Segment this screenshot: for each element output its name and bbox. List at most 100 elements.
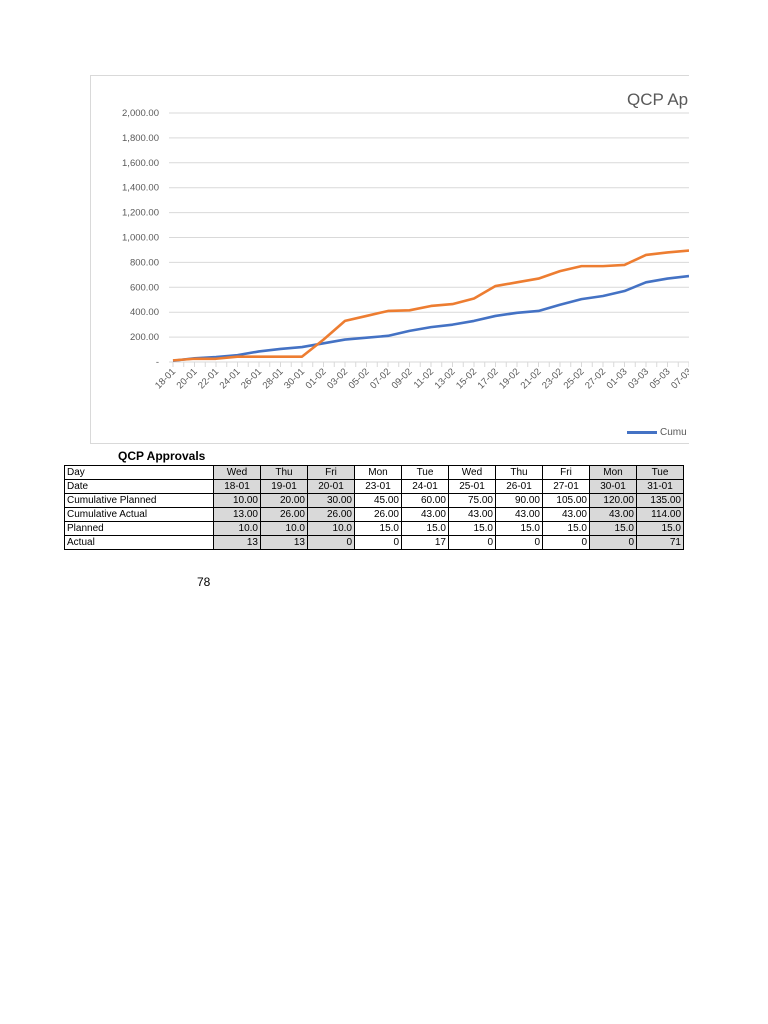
table-cell: 0 xyxy=(307,535,355,550)
x-tick-label: 03-03 xyxy=(626,366,651,391)
table-cell: Thu xyxy=(260,465,308,480)
table-cell: 15.0 xyxy=(495,521,543,536)
table-cell: 10.0 xyxy=(307,521,355,536)
table-cell: 0 xyxy=(589,535,637,550)
table-cell: 15.0 xyxy=(448,521,496,536)
y-tick-label: 2,000.00 xyxy=(122,108,159,119)
table-cell: 10.00 xyxy=(213,493,261,508)
x-tick-label: 17-02 xyxy=(476,366,501,391)
table-row: Date 18-01 19-01 20-01 23-01 24-01 25-01 26-01 2… xyxy=(64,479,684,494)
row-label: Cumulative Planned xyxy=(64,493,214,508)
table-cell: 10.0 xyxy=(213,521,261,536)
chart-legend: Cumu xyxy=(627,427,687,438)
table-cell: 75.00 xyxy=(448,493,496,508)
y-tick-label: 1,600.00 xyxy=(122,158,159,169)
page-number: 78 xyxy=(197,575,211,589)
table-cell: 114.00 xyxy=(636,507,684,522)
series-line-1 xyxy=(172,249,689,362)
table-cell: 10.0 xyxy=(260,521,308,536)
table-cell: 43.00 xyxy=(401,507,449,522)
table-cell: 15.0 xyxy=(401,521,449,536)
x-tick-label: 24-01 xyxy=(218,366,243,391)
table-cell: 26.00 xyxy=(260,507,308,522)
table-cell: 18-01 xyxy=(213,479,261,494)
table-row: Day Wed Thu Fri Mon Tue Wed Thu Fri Mon Tue xyxy=(64,465,684,480)
x-tick-label: 07-02 xyxy=(368,366,393,391)
table-cell: 30.00 xyxy=(307,493,355,508)
table-cell: 20.00 xyxy=(260,493,308,508)
x-tick-label: 20-01 xyxy=(175,366,200,391)
x-tick-label: 21-02 xyxy=(519,366,544,391)
table-cell: 15.0 xyxy=(589,521,637,536)
y-tick-label: 1,800.00 xyxy=(122,133,159,144)
y-tick-label: - xyxy=(156,357,159,368)
table-row: Actual 13 13 0 0 17 0 0 0 0 71 xyxy=(64,535,684,550)
x-tick-label: 26-01 xyxy=(239,366,264,391)
y-tick-label: 600.00 xyxy=(130,282,159,293)
x-tick-label: 15-02 xyxy=(454,366,479,391)
table-row: Cumulative Planned 10.00 20.00 30.00 45.00 60… xyxy=(64,493,684,508)
table-cell: 23-01 xyxy=(354,479,402,494)
y-tick-label: 1,400.00 xyxy=(122,183,159,194)
table-cell: 90.00 xyxy=(495,493,543,508)
line-chart: - 200.00 400.00 600.00 800.00 1,000.00 1,200.0… xyxy=(122,108,689,391)
table-cell: 17 xyxy=(401,535,449,550)
series-line-0 xyxy=(172,274,689,363)
x-tick-label: 03-02 xyxy=(325,366,350,391)
table-cell: 13.00 xyxy=(213,507,261,522)
table-cell: Wed xyxy=(448,465,496,480)
x-tick-label: 01-02 xyxy=(304,366,329,391)
table-cell: Mon xyxy=(354,465,402,480)
table-cell: 0 xyxy=(542,535,590,550)
table-cell: Tue xyxy=(401,465,449,480)
table-cell: Mon xyxy=(589,465,637,480)
row-label: Actual xyxy=(64,535,214,550)
x-tick-label: 25-02 xyxy=(562,366,587,391)
table-cell: 13 xyxy=(213,535,261,550)
x-tick-label: 19-02 xyxy=(497,366,522,391)
table-cell: 71 xyxy=(636,535,684,550)
table-cell: 43.00 xyxy=(495,507,543,522)
table-title: QCP Approvals xyxy=(118,449,206,463)
table-cell: 135.00 xyxy=(636,493,684,508)
x-tick-label: 23-02 xyxy=(540,366,565,391)
table-cell: 25-01 xyxy=(448,479,496,494)
x-tick-label: 27-02 xyxy=(583,366,608,391)
x-tick-label: 30-01 xyxy=(282,366,307,391)
legend-swatch xyxy=(627,431,657,434)
table-cell: 43.00 xyxy=(448,507,496,522)
table-cell: 30-01 xyxy=(589,479,637,494)
x-tick-label: 05-03 xyxy=(648,366,673,391)
legend-label: Cumu xyxy=(660,427,687,438)
y-tick-label: 800.00 xyxy=(130,257,159,268)
qcp-approvals-table: Day Wed Thu Fri Mon Tue Wed Thu Fri Mon Tue Date 18-… xyxy=(64,465,684,550)
table-cell: 43.00 xyxy=(542,507,590,522)
table-cell: 31-01 xyxy=(636,479,684,494)
row-label: Planned xyxy=(64,521,214,536)
table-cell: 0 xyxy=(354,535,402,550)
table-cell: 24-01 xyxy=(401,479,449,494)
table-cell: 0 xyxy=(448,535,496,550)
x-tick-label: 09-02 xyxy=(390,366,415,391)
row-label: Day xyxy=(64,465,214,480)
table-cell: Fri xyxy=(307,465,355,480)
table-cell: 60.00 xyxy=(401,493,449,508)
x-tick-label: 13-02 xyxy=(433,366,458,391)
table-cell: 0 xyxy=(495,535,543,550)
x-tick-label: 22-01 xyxy=(196,366,221,391)
row-label: Cumulative Actual xyxy=(64,507,214,522)
table-cell: 26-01 xyxy=(495,479,543,494)
table-cell: 15.0 xyxy=(542,521,590,536)
table-cell: 15.0 xyxy=(354,521,402,536)
table-cell: 19-01 xyxy=(260,479,308,494)
table-row: Planned 10.0 10.0 10.0 15.0 15.0 15.0 15.0 15.0 1… xyxy=(64,521,684,536)
y-tick-label: 400.00 xyxy=(130,307,159,318)
chart: - 200.00 400.00 600.00 800.00 1,000.00 1,200.0… xyxy=(90,75,689,444)
y-tick-label: 200.00 xyxy=(130,332,159,343)
table-cell: 20-01 xyxy=(307,479,355,494)
table-cell: 27-01 xyxy=(542,479,590,494)
table-cell: 26.00 xyxy=(307,507,355,522)
table-cell: 15.0 xyxy=(636,521,684,536)
table-cell: 26.00 xyxy=(354,507,402,522)
table-cell: Fri xyxy=(542,465,590,480)
